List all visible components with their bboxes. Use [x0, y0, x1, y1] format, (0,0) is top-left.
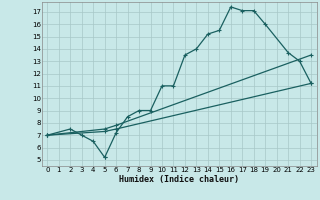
X-axis label: Humidex (Indice chaleur): Humidex (Indice chaleur)	[119, 175, 239, 184]
